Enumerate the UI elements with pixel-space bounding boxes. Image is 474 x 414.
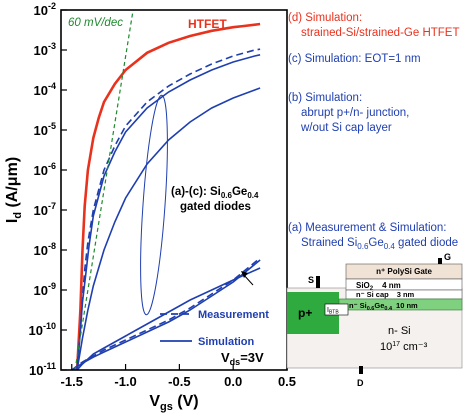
- drain-contact: [359, 366, 363, 374]
- series-line-0: [75, 22, 261, 371]
- x-axis-label: Vgs (V): [149, 393, 198, 413]
- source-contact: [316, 276, 320, 288]
- note-d-line1: (d) Simulation:: [288, 12, 362, 24]
- ibtb-box: [324, 303, 349, 316]
- y-tick-label-2: 10-4: [34, 81, 56, 98]
- series-line-5: [71, 257, 261, 371]
- drain-label: D: [357, 378, 364, 388]
- grouping-ellipse: [140, 94, 168, 316]
- series-line-2: [76, 54, 261, 371]
- p-plus-label: p+: [298, 306, 312, 320]
- n-si-label: n- Si: [388, 325, 411, 337]
- slope-annotation: 60 mV/dec: [68, 17, 123, 29]
- doping-label: 1017 cm⁻³: [380, 341, 428, 353]
- note-b-line1: (b) Simulation:: [288, 92, 362, 104]
- gate-contact: [438, 258, 442, 264]
- y-tick-label-0: 10-2: [34, 1, 56, 18]
- series-line-3: [76, 87, 261, 371]
- y-tick-label-8: 10-10: [29, 321, 56, 338]
- x-tick-label-3: 0.0: [224, 374, 242, 389]
- source-label: S: [308, 275, 314, 285]
- y-axis-label: Id (A/μm): [4, 157, 24, 223]
- plot-frame: [60, 9, 288, 371]
- y-tick-label-6: 10-8: [34, 241, 56, 258]
- series-line-7: [74, 9, 134, 371]
- ibtb-label: IBTB: [327, 307, 339, 316]
- x-tick-label-4: 0.5: [278, 374, 296, 389]
- note-a-line1: (a) Measurement & Simulation:: [288, 222, 447, 234]
- x-tick-label-1: -1.0: [114, 374, 136, 389]
- gate-layer-label: n⁺ PolySi Gate: [376, 267, 432, 276]
- sige-layer-label: n⁻ Si0.6Ge0.4 10 nm: [349, 301, 418, 312]
- gate-label: G: [444, 252, 451, 262]
- y-tick-label-3: 10-5: [34, 121, 56, 138]
- note-a-line2: Strained Si0.6Ge0.4 gated diode: [301, 237, 458, 251]
- y-tick-label-7: 10-9: [34, 281, 56, 298]
- si-cap-layer-label: n⁻ Si cap 3 nm: [356, 290, 415, 299]
- note-b-line2: abrupt p+/n- junction,: [301, 107, 409, 119]
- note-c-line1: (c) Simulation: EOT=1 nm: [288, 53, 421, 65]
- y-tick-label-4: 10-6: [34, 161, 56, 178]
- y-tick-label-9: 10-11: [29, 361, 56, 378]
- series-line-4: [76, 267, 261, 371]
- curves-layer: [71, 9, 261, 371]
- series-line-6: [71, 259, 261, 371]
- x-tick-label-2: -0.5: [168, 374, 190, 389]
- y-tick-label-5: 10-7: [34, 201, 56, 218]
- gated-diodes-line2: gated diodes: [180, 201, 251, 213]
- x-tick-label-0: -1.5: [61, 374, 83, 389]
- note-d-line2: strained-Si/strained-Ge HTFET: [301, 27, 460, 39]
- sio2-layer-label: SiO2 4 nm: [356, 281, 401, 292]
- ticks-layer: -1.5 -1.0 -0.5 0.0 0.5 10-2 10-3 10-4 10-5 10-6 10…: [29, 1, 297, 389]
- device-cross-section: S n⁺ PolySi Gate G SiO2 4 nm n⁻ Si cap 3 n…: [286, 252, 463, 388]
- legend-simulation-label: Simulation: [198, 336, 255, 348]
- htfet-annotation: HTFET: [188, 17, 227, 31]
- vds-annotation: Vds=3V: [221, 350, 264, 367]
- note-b-line3: w/out Si cap layer: [300, 122, 392, 134]
- y-tick-label-1: 10-3: [34, 41, 56, 58]
- gated-diodes-line1: (a)-(c): Si0.6Ge0.4: [171, 186, 259, 200]
- legend-measurement-label: Measurement: [198, 309, 269, 321]
- annotation-arrowhead: [241, 271, 248, 278]
